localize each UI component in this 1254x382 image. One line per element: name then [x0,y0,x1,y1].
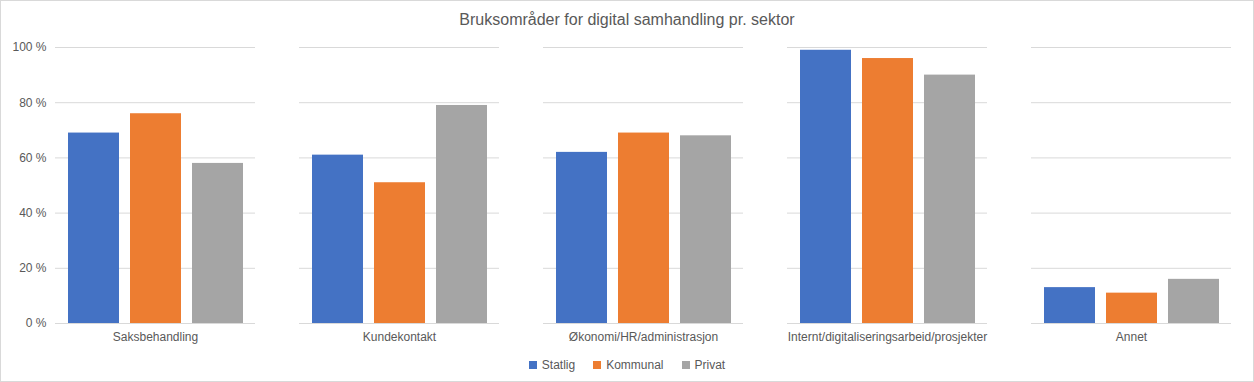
svg-text:Kundekontakt: Kundekontakt [363,330,437,344]
html-text:Statlig: Statlig [541,358,576,372]
svg-text:60 %: 60 % [19,151,47,165]
svg-text:0 %: 0 % [26,316,47,330]
html-text:Kommunal: Kommunal [606,358,664,372]
svg-text:Annet: Annet [1116,330,1148,344]
svg-text:40 %: 40 % [19,206,47,220]
svg-text:80 %: 80 % [19,96,47,110]
html-text:Privat: Privat [694,358,726,372]
svg-text:Saksbehandling: Saksbehandling [113,330,198,344]
svg-text:20 %: 20 % [19,261,47,275]
svg-text:Økonomi/HR/administrasjon: Økonomi/HR/administrasjon [569,330,718,344]
html-text:Bruksområder for digital samha: Bruksområder for digital samhandling pr.… [459,11,795,28]
svg-text:100 %: 100 % [12,40,46,54]
svg-text:Internt/digitaliseringsarbeid/: Internt/digitaliseringsarbeid/prosjekter [788,330,987,344]
